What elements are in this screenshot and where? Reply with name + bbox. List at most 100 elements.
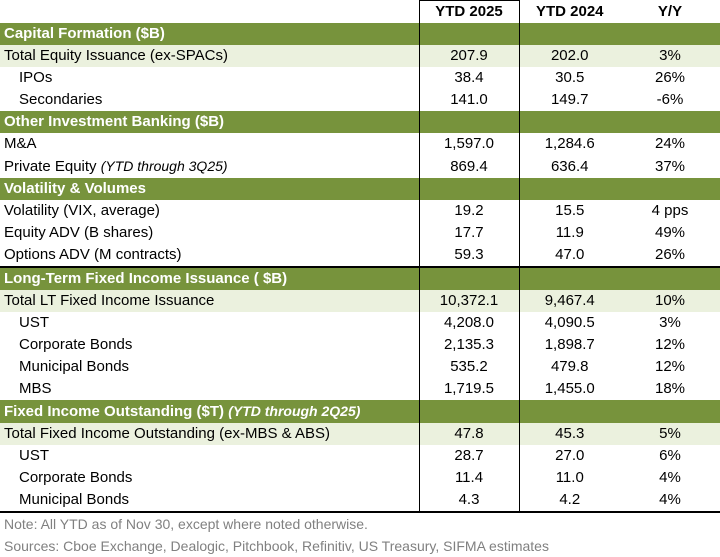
row-label: Total Equity Issuance (ex-SPACs) [0, 45, 419, 67]
value-ytd-2025: 141.0 [418, 89, 519, 111]
header-row: YTD 2025 YTD 2024 Y/Y [0, 0, 720, 23]
value-yoy [620, 267, 720, 290]
value-ytd-2024: 202.0 [518, 45, 620, 67]
header-label [0, 0, 419, 23]
value-yoy: 12% [654, 336, 686, 353]
row-label-text: Total Fixed Income Outstanding (ex-MBS &… [4, 425, 330, 442]
row-label-text: Secondaries [19, 91, 103, 108]
value-ytd-2025 [418, 178, 519, 200]
row-label: Equity ADV (B shares) [0, 222, 419, 244]
value-yoy [620, 23, 720, 45]
value-yoy: 26% [654, 69, 686, 86]
row-label: Capital Formation ($B) [0, 23, 419, 45]
value-ytd-2025: 19.2 [418, 200, 519, 222]
value-ytd-2024 [518, 178, 620, 200]
table-row: UST 28.7 27.0 6% [0, 445, 720, 467]
value-ytd-2024: 4.2 [518, 489, 620, 513]
section-header-row: Capital Formation ($B) [0, 23, 720, 45]
value-ytd-2025: 11.4 [418, 467, 519, 489]
value-ytd-2024: 45.3 [518, 423, 620, 445]
row-label: UST [0, 445, 419, 467]
value-ytd-2024 [518, 23, 620, 45]
row-label-text: Equity ADV (B shares) [4, 224, 154, 241]
section-header-row: Long-Term Fixed Income Issuance ( $B) [0, 267, 720, 290]
value-ytd-2025: 59.3 [418, 244, 519, 268]
row-label: UST [0, 312, 419, 334]
value-yoy: 26% [620, 244, 720, 268]
row-label-text: Volatility & Volumes [4, 180, 146, 197]
value-ytd-2024: 11.9 [518, 222, 620, 244]
value-yoy: 37% [654, 157, 686, 175]
row-label: Fixed Income Outstanding ($T) (YTD throu… [0, 400, 419, 423]
table-body: Capital Formation ($B) Total Equity Issua… [0, 23, 720, 513]
table-row: Total Fixed Income Outstanding (ex-MBS &… [0, 423, 720, 445]
table-row: Municipal Bonds 4.3 4.2 4% [0, 489, 720, 513]
table-row: MBS 1,719.5 1,455.0 18% [0, 378, 720, 400]
row-label: Options ADV (M contracts) [0, 244, 419, 268]
row-label: M&A [0, 133, 419, 155]
row-label: Secondaries [0, 89, 419, 111]
header-ytd-2024: YTD 2024 [518, 0, 620, 23]
value-ytd-2025: 4,208.0 [418, 312, 519, 334]
value-ytd-2024 [518, 267, 620, 290]
row-label-text: UST [19, 314, 49, 331]
row-label: Other Investment Banking ($B) [0, 111, 419, 133]
row-label-text: M&A [4, 135, 37, 152]
value-ytd-2024: 11.0 [518, 467, 620, 489]
section-header-row: Volatility & Volumes [0, 178, 720, 200]
row-label-text: IPOs [19, 69, 53, 86]
row-label: Corporate Bonds [0, 334, 419, 356]
row-label-text: Corporate Bonds [19, 469, 133, 486]
row-label: Municipal Bonds [0, 489, 419, 513]
sources: Sources: Cboe Exchange, Dealogic, Pitchb… [4, 538, 549, 554]
value-ytd-2025: 4.3 [418, 489, 519, 513]
row-label: IPOs [0, 67, 419, 89]
value-yoy: 12% [654, 358, 686, 375]
table-row: Volatility (VIX, average) 19.2 15.5 4 pps [0, 200, 720, 222]
value-yoy: 5% [620, 423, 720, 445]
section-header-row: Other Investment Banking ($B) [0, 111, 720, 133]
value-ytd-2024: 4,090.5 [518, 312, 620, 334]
value-yoy: 10% [620, 290, 720, 312]
value-ytd-2025: 869.4 [418, 155, 519, 178]
value-ytd-2024: 27.0 [518, 445, 620, 467]
value-yoy [620, 400, 720, 423]
value-ytd-2024: 1,284.6 [518, 133, 620, 155]
row-label: Long-Term Fixed Income Issuance ( $B) [0, 267, 419, 290]
table-row: M&A 1,597.0 1,284.6 24% [0, 133, 720, 155]
value-ytd-2024: 9,467.4 [518, 290, 620, 312]
row-label-text: MBS [19, 380, 52, 397]
value-ytd-2025 [418, 267, 519, 290]
footnote: Note: All YTD as of Nov 30, except where… [4, 516, 368, 532]
table-row: Total LT Fixed Income Issuance 10,372.1 9,… [0, 290, 720, 312]
table-row: Corporate Bonds 2,135.3 1,898.7 12% [0, 334, 720, 356]
value-yoy: 4 pps [651, 202, 689, 219]
table-row: Municipal Bonds 535.2 479.8 12% [0, 356, 720, 378]
value-ytd-2024: 15.5 [518, 200, 620, 222]
header-ytd-2025: YTD 2025 [418, 0, 519, 23]
row-label-text: UST [19, 447, 49, 464]
value-yoy: 4% [659, 469, 681, 486]
value-ytd-2024: 1,455.0 [518, 378, 620, 400]
value-yoy: 6% [659, 447, 681, 464]
row-label: Volatility & Volumes [0, 178, 419, 200]
row-label-text: Total LT Fixed Income Issuance [4, 292, 215, 309]
value-ytd-2024 [518, 111, 620, 133]
value-ytd-2024: 47.0 [518, 244, 620, 268]
row-note: (YTD through 2Q25) [228, 403, 361, 419]
value-ytd-2025: 1,597.0 [418, 133, 519, 155]
value-ytd-2025: 1,719.5 [418, 378, 519, 400]
row-label: Total Fixed Income Outstanding (ex-MBS &… [0, 423, 419, 445]
table-row: UST 4,208.0 4,090.5 3% [0, 312, 720, 334]
row-label: Corporate Bonds [0, 467, 419, 489]
value-ytd-2025: 17.7 [418, 222, 519, 244]
row-label-text: Private Equity [4, 158, 97, 175]
value-ytd-2025 [418, 400, 519, 423]
row-label: Volatility (VIX, average) [0, 200, 419, 222]
row-label: Municipal Bonds [0, 356, 419, 378]
row-label-text: Corporate Bonds [19, 336, 133, 353]
header-yoy: Y/Y [620, 0, 720, 23]
row-label-text: Capital Formation ($B) [4, 25, 165, 42]
value-ytd-2024 [518, 400, 620, 423]
table-row: Total Equity Issuance (ex-SPACs) 207.9 202… [0, 45, 720, 67]
